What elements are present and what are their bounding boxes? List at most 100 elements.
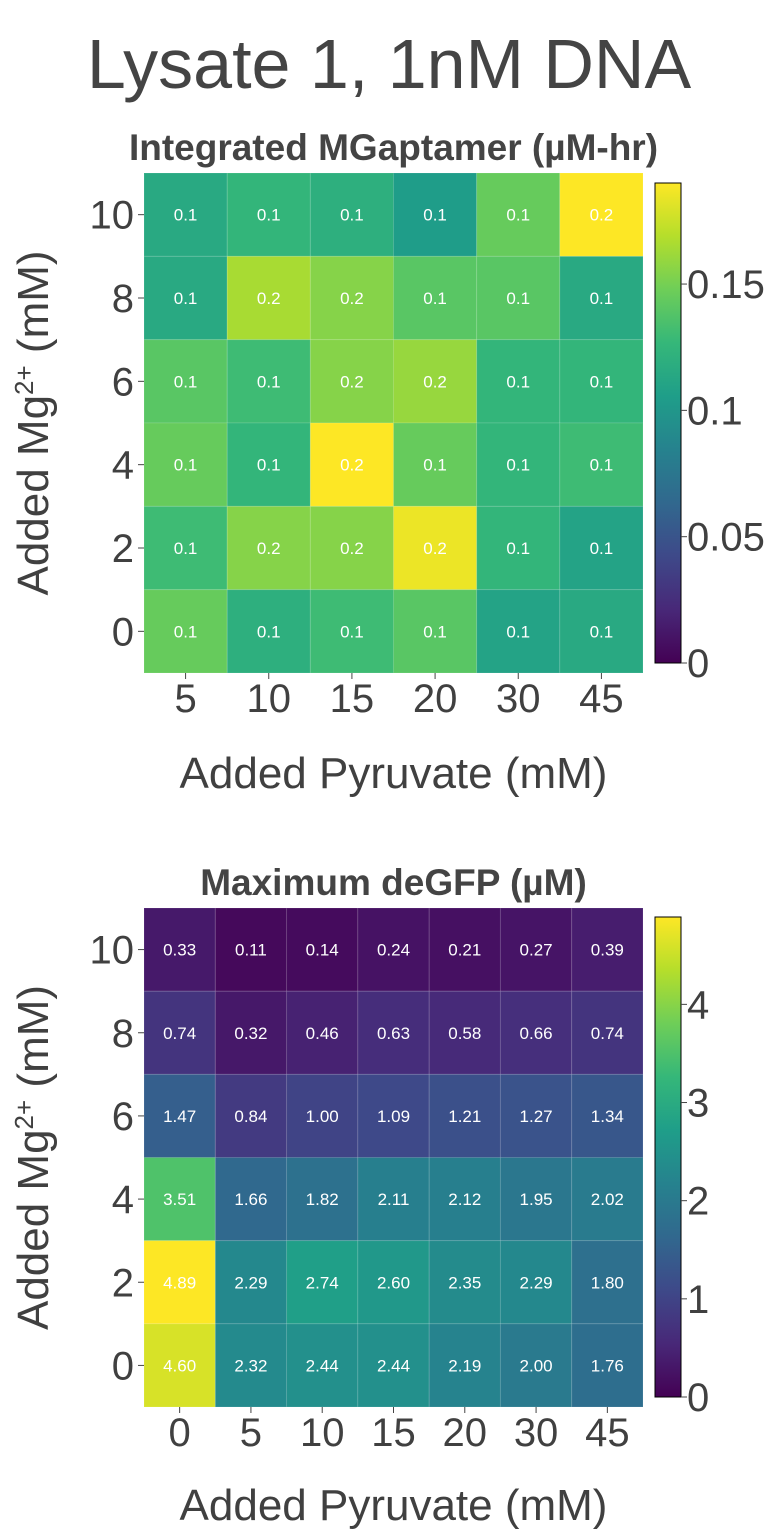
heatmap-cell xyxy=(559,589,644,674)
cell-label: 0.11 xyxy=(235,941,267,960)
y-tick-label: 8 xyxy=(112,277,134,321)
cell-label: 0.1 xyxy=(174,539,198,558)
cell-label: 2.19 xyxy=(448,1356,481,1375)
heatmap-cell xyxy=(357,990,430,1075)
heatmap-cell xyxy=(476,589,561,674)
cell-label: 0.2 xyxy=(423,539,447,558)
cell-label: 0.33 xyxy=(163,941,196,960)
heatmap-cell xyxy=(214,907,288,992)
cell-label: 0.1 xyxy=(590,456,614,475)
cell-label: 0.14 xyxy=(306,941,339,960)
y-tick-label: 2 xyxy=(112,1261,134,1305)
cell-label: 0.2 xyxy=(340,372,364,391)
cell-label: 1.66 xyxy=(234,1190,267,1209)
cell-label: 0.1 xyxy=(590,372,614,391)
heatmap-cell xyxy=(393,422,478,507)
heatmap-cell xyxy=(214,990,288,1075)
heatmap-cell xyxy=(143,589,228,674)
cell-label: 0.1 xyxy=(506,456,530,475)
cell-label: 2.44 xyxy=(306,1356,339,1375)
cell-label: 4.89 xyxy=(163,1273,196,1292)
cell-label: 2.00 xyxy=(520,1356,553,1375)
cell-label: 1.34 xyxy=(591,1107,624,1126)
cell-label: 1.95 xyxy=(520,1190,553,1209)
cell-label: 0.2 xyxy=(423,372,447,391)
heatmap-cell xyxy=(143,1073,216,1159)
heatmap-cell xyxy=(499,1240,573,1325)
heatmap-cell xyxy=(571,1323,644,1408)
cell-label: 2.60 xyxy=(377,1273,410,1292)
cell-label: 2.29 xyxy=(234,1273,267,1292)
cell-label: 2.35 xyxy=(448,1273,481,1292)
heatmap-cell xyxy=(476,339,561,424)
cell-label: 1.09 xyxy=(377,1107,410,1126)
y-tick-label: 2 xyxy=(112,527,134,571)
cell-label: 0.1 xyxy=(174,289,198,308)
x-tick-label: 10 xyxy=(300,1411,345,1455)
y-tick-label: 6 xyxy=(112,1095,134,1139)
cell-label: 1.76 xyxy=(591,1356,624,1375)
cell-label: 0.2 xyxy=(340,539,364,558)
y-tick-label: 4 xyxy=(112,444,134,488)
cell-label: 0.1 xyxy=(590,539,614,558)
cell-label: 0.1 xyxy=(174,206,198,225)
heatmap-cell xyxy=(428,990,501,1075)
x-tick-label: 5 xyxy=(174,677,196,721)
colorbar-tick-label: 0 xyxy=(687,1376,709,1420)
cell-label: 0.1 xyxy=(590,622,614,641)
heatmap-cell xyxy=(143,339,228,424)
cell-label: 0.1 xyxy=(257,622,281,641)
heatmap-cell xyxy=(357,1240,430,1325)
colorbar xyxy=(654,182,682,664)
heatmap-cell xyxy=(571,1240,644,1325)
heatmap-cell xyxy=(499,1073,573,1159)
cell-label: 2.44 xyxy=(377,1356,410,1375)
heatmap-cell xyxy=(428,907,501,992)
cell-label: 0.2 xyxy=(340,456,364,475)
cell-label: 0.2 xyxy=(257,539,281,558)
heatmap-cell xyxy=(226,422,311,507)
x-tick-label: 0 xyxy=(169,1411,191,1455)
figure-title: Lysate 1, 1nM DNA xyxy=(87,25,692,103)
cell-label: 0.1 xyxy=(174,372,198,391)
cell-label: 1.21 xyxy=(448,1107,481,1126)
heatmap-cell xyxy=(559,339,644,424)
y-tick-label: 0 xyxy=(112,1344,134,1388)
cell-label: 0.84 xyxy=(234,1107,267,1126)
cell-label: 1.82 xyxy=(306,1190,339,1209)
cell-label: 0.21 xyxy=(448,941,481,960)
cell-label: 0.1 xyxy=(423,622,447,641)
heatmap-cell xyxy=(309,505,395,591)
heatmap-cell xyxy=(286,1157,359,1242)
colorbar-tick-label: 0 xyxy=(687,642,709,686)
cell-label: 2.74 xyxy=(306,1273,339,1292)
y-axis-label: Added Mg2+ (mM) xyxy=(9,985,58,1330)
cell-label: 0.1 xyxy=(340,622,364,641)
colorbar-tick-label: 2 xyxy=(687,1180,709,1224)
chart-title: Integrated MGaptamer (µM-hr) xyxy=(129,127,658,168)
heatmap-cell xyxy=(226,172,311,257)
heatmap-cell xyxy=(393,339,478,424)
cell-label: 0.1 xyxy=(174,456,198,475)
cell-label: 0.1 xyxy=(423,289,447,308)
cell-label: 1.00 xyxy=(306,1107,339,1126)
x-tick-label: 20 xyxy=(413,677,458,721)
heatmap-cell xyxy=(357,1157,430,1242)
cell-label: 0.58 xyxy=(448,1024,481,1043)
heatmap-cell xyxy=(143,1323,216,1408)
heatmap-cell xyxy=(393,255,478,341)
cell-label: 0.1 xyxy=(257,456,281,475)
x-tick-label: 10 xyxy=(247,677,292,721)
heatmap-cell xyxy=(143,422,228,507)
heatmap-cell xyxy=(286,1323,359,1408)
heatmap-cell xyxy=(214,1073,288,1159)
cell-label: 0.2 xyxy=(590,206,614,225)
x-tick-label: 20 xyxy=(443,1411,488,1455)
colorbar-tick-label: 3 xyxy=(687,1082,709,1126)
cell-label: 0.32 xyxy=(234,1024,267,1043)
heatmap-cell xyxy=(559,505,644,591)
heatmap-cell xyxy=(559,255,644,341)
heatmap-cell xyxy=(143,505,228,591)
heatmap-cell xyxy=(214,1323,288,1408)
